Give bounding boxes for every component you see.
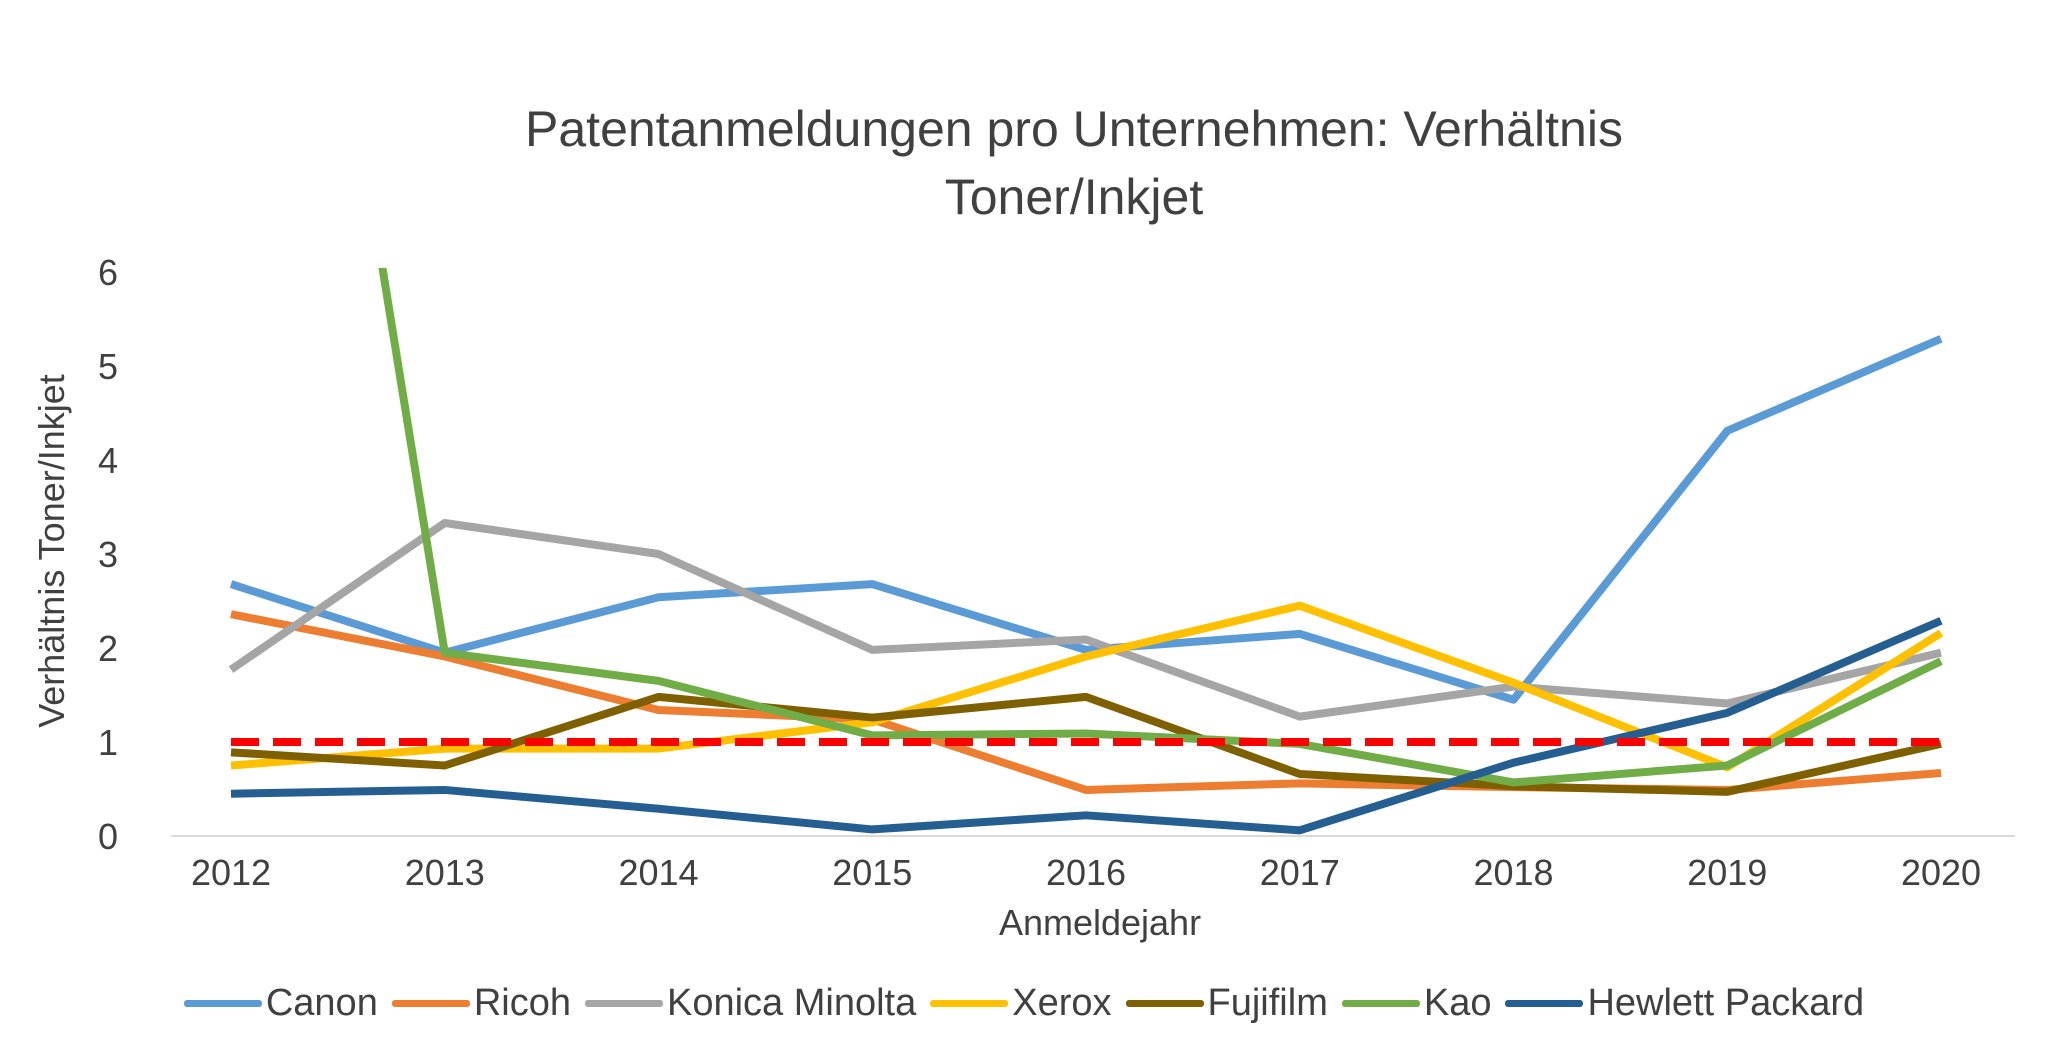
legend-item: Xerox [930,982,1112,1025]
legend-swatch [1505,1000,1584,1007]
legend-swatch [930,1000,1009,1007]
y-tick-label: 1 [98,722,118,763]
x-tick-label: 2018 [1473,852,1553,893]
legend-swatch [584,1000,663,1007]
legend-label: Canon [265,982,378,1024]
legend-label: Xerox [1012,982,1112,1024]
x-tick-label: 2013 [405,852,485,893]
legend-item: Fujifilm [1125,982,1328,1025]
series-line-xerox [230,601,1944,772]
legend: Canon Ricoh Konica Minolta Xerox Fujifilm Kao… [0,982,2048,1025]
legend-label: Fujifilm [1207,982,1328,1024]
series-line-kao [378,268,1943,787]
y-tick-label: 4 [98,440,118,481]
chart-title-line-2: Toner/Inkjet [945,169,1204,225]
legend-label: Konica Minolta [666,982,917,1024]
chart-title-line-1: Patentanmeldungen pro Unternehmen: Verhä… [525,101,1623,157]
legend-item: Ricoh [391,982,571,1025]
legend-swatch [183,1000,262,1007]
y-tick-label: 3 [98,534,118,575]
x-tick-label: 2019 [1687,852,1767,893]
legend-swatch [1125,1000,1204,1007]
legend-item: Hewlett Packard [1505,982,1864,1025]
x-tick-label: 2012 [191,852,271,893]
legend-item: Kao [1341,982,1492,1025]
legend-item: Canon [183,982,378,1025]
legend-item: Konica Minolta [584,982,917,1025]
series-line-konica-minolta [228,518,1942,721]
legend-label: Ricoh [473,982,571,1024]
legend-label: Kao [1423,982,1492,1024]
x-tick-label: 2017 [1260,852,1340,893]
x-tick-label: 2016 [1046,852,1126,893]
x-tick-label: 2020 [1901,852,1981,893]
y-tick-label: 0 [98,816,118,857]
y-axis-label: Verhältnis Toner/Inkjet [31,374,72,728]
legend-swatch [1341,1000,1420,1007]
series-line-hewlett-packard [230,617,1943,835]
series-line-fujifilm [230,692,1942,796]
y-tick-label: 6 [98,252,118,293]
legend-swatch [391,1000,470,1007]
y-tick-label: 2 [98,628,118,669]
series-line-canon [229,335,1943,704]
legend-label: Hewlett Packard [1587,982,1865,1024]
x-tick-label: 2014 [618,852,698,893]
x-tick-label: 2015 [832,852,912,893]
y-tick-label: 5 [98,346,118,387]
x-axis-label: Anmeldejahr [999,902,1201,943]
